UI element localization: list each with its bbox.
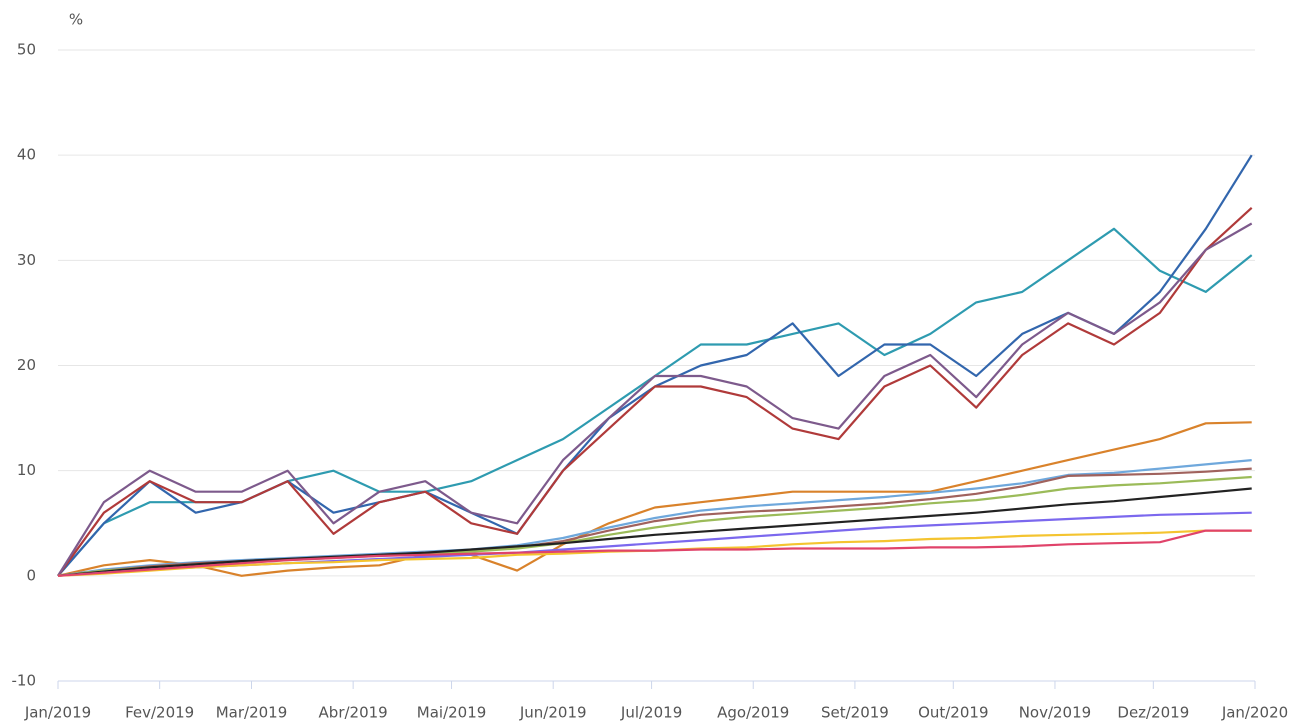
series-line xyxy=(57,206,1253,577)
series-line xyxy=(57,529,1252,577)
y-tick-label: 10 xyxy=(17,461,36,479)
series-line xyxy=(57,227,1253,577)
series-line xyxy=(57,222,1253,577)
y-tick-label: 0 xyxy=(26,566,36,584)
series-line xyxy=(57,421,1252,577)
y-tick-label: 40 xyxy=(17,146,36,164)
x-tick-label: Fev/2019 xyxy=(125,704,194,722)
x-tick-label: Dez/2019 xyxy=(1117,704,1189,722)
y-tick-label: -10 xyxy=(12,672,37,690)
y-tick-label: 30 xyxy=(17,251,36,269)
x-tick-label: Out/2019 xyxy=(918,704,988,722)
y-tick-label: 50 xyxy=(17,41,36,59)
series-line xyxy=(57,529,1252,577)
x-tick-label: Ago/2019 xyxy=(717,704,789,722)
x-tick-label: Mar/2019 xyxy=(216,704,288,722)
x-tick-label: Jan/2019 xyxy=(24,704,91,722)
x-tick-label: Abr/2019 xyxy=(319,704,388,722)
y-tick-label: 20 xyxy=(17,356,36,374)
series-line xyxy=(57,487,1252,577)
x-tick-label: Set/2019 xyxy=(821,704,889,722)
x-tick-label: Jan/2020 xyxy=(1221,704,1288,722)
x-tick-label: Jun/2019 xyxy=(519,704,587,722)
x-tick-label: Nov/2019 xyxy=(1019,704,1092,722)
x-tick-label: Mai/2019 xyxy=(417,704,487,722)
x-tick-label: Jul/2019 xyxy=(620,704,682,722)
y-axis-label: % xyxy=(69,11,83,29)
